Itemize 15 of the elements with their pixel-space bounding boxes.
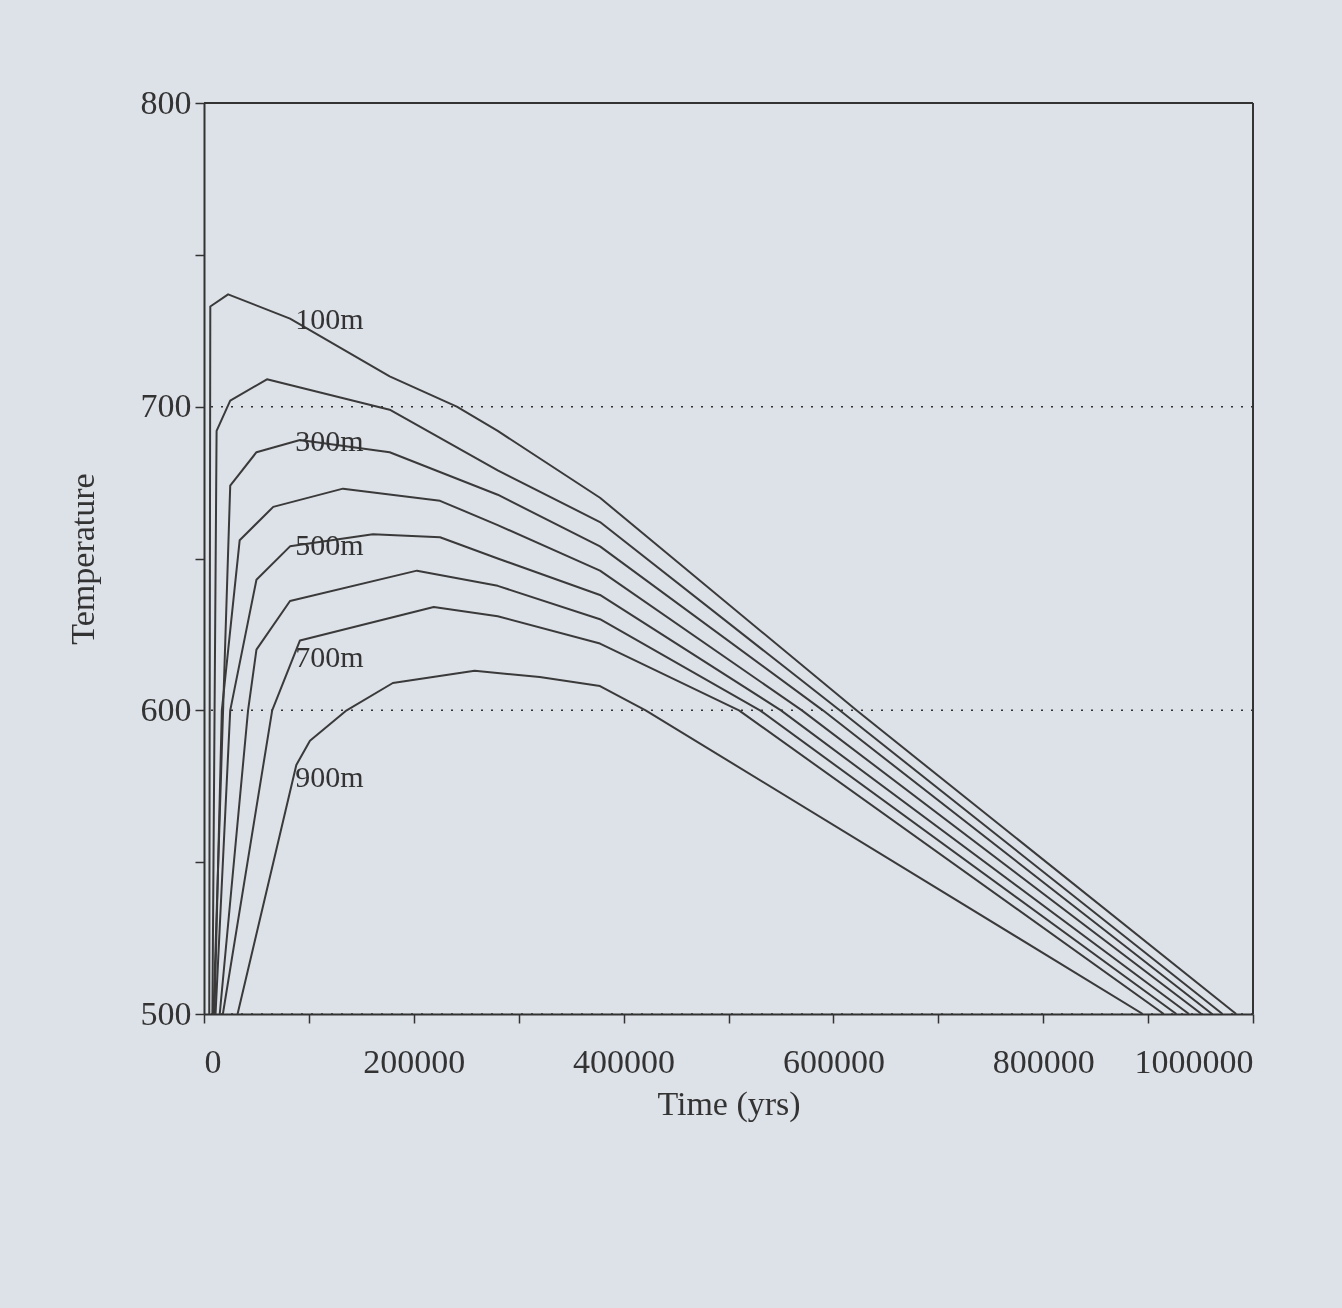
y-tick-label: 800 xyxy=(140,83,192,121)
x-tick-label: 600000 xyxy=(782,1042,885,1080)
y-tick-label: 700 xyxy=(140,387,192,425)
series-label: 900m xyxy=(295,760,364,794)
x-tick-label: 0 xyxy=(204,1042,222,1080)
x-tick-label: 400000 xyxy=(573,1042,676,1080)
x-tick-label: 200000 xyxy=(363,1042,466,1080)
x-tick-label: 800000 xyxy=(992,1042,1095,1080)
y-tick-label: 500 xyxy=(140,994,192,1032)
x-tick-label: 1000000 xyxy=(1134,1042,1254,1080)
x-axis-title: Time (yrs) xyxy=(657,1084,801,1123)
series-label: 700m xyxy=(295,639,364,673)
y-tick-label: 600 xyxy=(140,690,192,728)
series-label: 100m xyxy=(295,302,364,336)
y-axis-title: Temperature xyxy=(63,473,101,645)
